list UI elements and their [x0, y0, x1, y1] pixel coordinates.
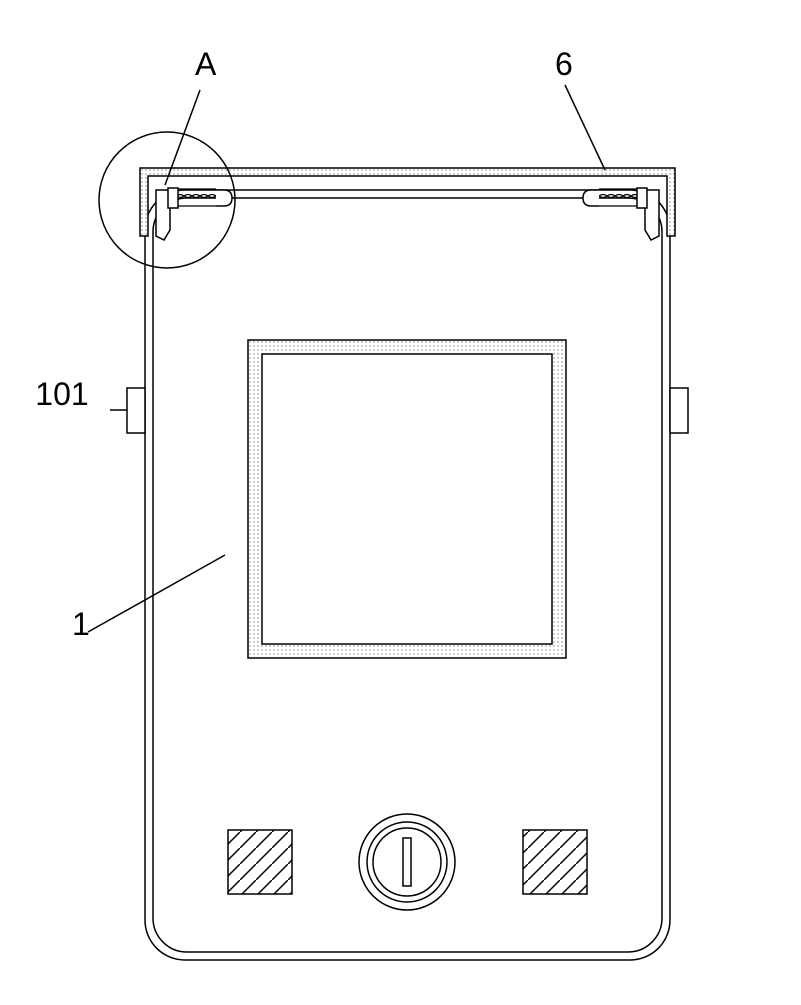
bottom-square-left — [228, 830, 292, 894]
side-tab-right — [670, 388, 688, 433]
bottom-square-right — [523, 830, 587, 894]
label-101: 101 — [35, 376, 88, 412]
center-button — [359, 814, 455, 910]
technical-diagram: A 6 101 1 — [0, 0, 801, 1000]
label-1: 1 — [72, 606, 90, 642]
side-tab-left — [127, 388, 145, 433]
label-A: A — [195, 46, 217, 82]
screen — [248, 340, 566, 658]
label-6: 6 — [555, 46, 573, 82]
